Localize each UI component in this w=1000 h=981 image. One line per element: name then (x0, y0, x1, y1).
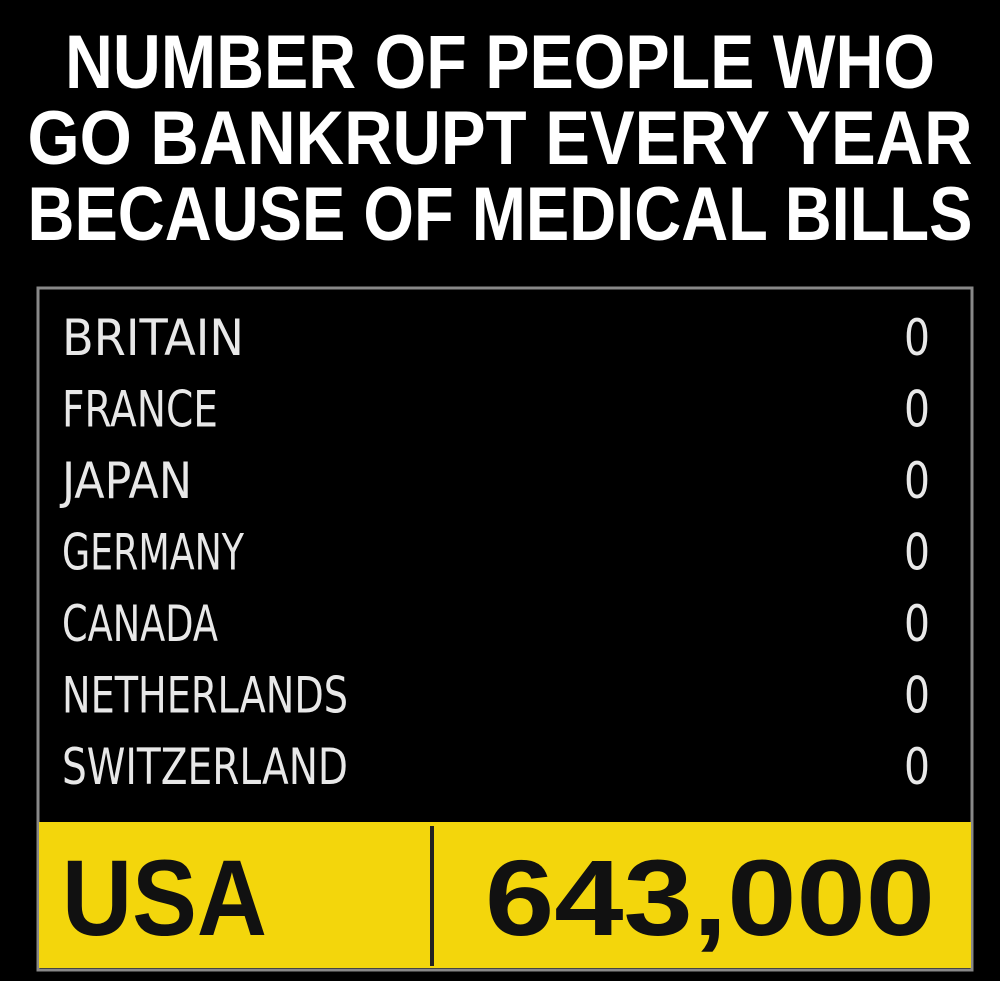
count: 0 (904, 595, 930, 653)
country: BRITAIN (62, 309, 244, 367)
count: 0 (904, 381, 930, 439)
highlight-country: USA (62, 837, 267, 958)
count: 0 (904, 524, 930, 582)
count: 0 (904, 309, 930, 367)
country: SWITZERLAND (62, 738, 348, 796)
count: 0 (904, 667, 930, 725)
title-line: BECAUSE OF MEDICAL BILLS (28, 172, 973, 257)
highlight-band (39, 822, 971, 968)
table-frame (36, 286, 974, 972)
country: GERMANY (62, 524, 244, 582)
title-line: GO BANKRUPT EVERY YEAR (28, 96, 973, 181)
highlight-count: 643,000 (485, 837, 935, 958)
country: CANADA (62, 595, 218, 653)
country: FRANCE (62, 381, 218, 439)
count: 0 (904, 452, 930, 510)
title-line: NUMBER OF PEOPLE WHO (65, 20, 935, 105)
country: NETHERLANDS (62, 667, 348, 725)
country: JAPAN (59, 452, 192, 510)
count: 0 (904, 738, 930, 796)
